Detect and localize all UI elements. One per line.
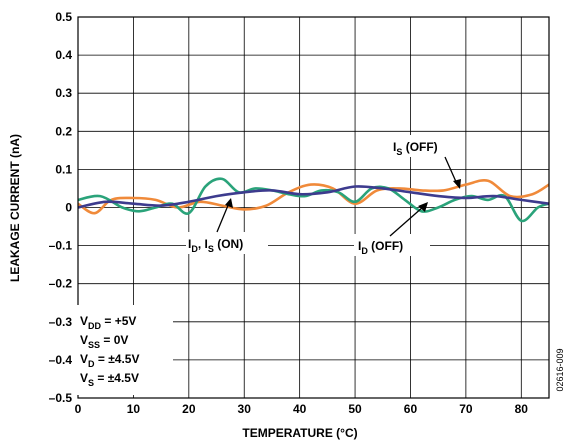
y-tick-label: 0.2 bbox=[55, 124, 72, 138]
y-axis-title: LEAKAGE CURRENT (nA) bbox=[8, 134, 22, 282]
y-tick-labels: 0.5 0.4 0.3 0.2 0.1 0 –0.1 –0.2 –0.3 –0.4 –0.5 bbox=[49, 10, 73, 405]
svg-text:ID (OFF): ID (OFF) bbox=[358, 239, 403, 256]
x-tick-label: 40 bbox=[293, 402, 307, 416]
y-tick-label: 0 bbox=[65, 201, 72, 215]
series-is-off-line bbox=[77, 179, 550, 215]
y-tick-label: –0.4 bbox=[49, 353, 73, 367]
annotation-id-off: ID (OFF) bbox=[354, 202, 430, 256]
svg-text:VDD = +5V: VDD = +5V bbox=[80, 314, 136, 331]
x-axis-title: TEMPERATURE (°C) bbox=[242, 426, 357, 440]
y-tick-label: 0.1 bbox=[55, 162, 72, 176]
plot-frame bbox=[77, 16, 550, 399]
annotation-is-off: IS (OFF) bbox=[388, 135, 461, 189]
y-tick-label: –0.1 bbox=[49, 239, 73, 253]
x-tick-label: 50 bbox=[348, 402, 362, 416]
y-tick-label: –0.2 bbox=[49, 277, 73, 291]
annotation-on: ID, IS (ON) bbox=[186, 198, 268, 254]
x-tick-label: 60 bbox=[404, 402, 418, 416]
x-tick-label: 0 bbox=[75, 402, 82, 416]
test-conditions: VDD = +5V VSS = 0V VD = ±4.5V VS = ±4.5V bbox=[77, 305, 173, 395]
x-tick-label: 70 bbox=[459, 402, 473, 416]
figure-code: 02616-009 bbox=[555, 348, 565, 391]
x-tick-label: 30 bbox=[238, 402, 252, 416]
y-tick-label: –0.5 bbox=[49, 391, 73, 405]
svg-text:ID, IS (ON): ID, IS (ON) bbox=[188, 237, 243, 254]
y-tick-label: –0.3 bbox=[49, 315, 73, 329]
series-on-line bbox=[77, 185, 550, 209]
y-tick-label: 0.5 bbox=[55, 10, 72, 24]
svg-text:VS = ±4.5V: VS = ±4.5V bbox=[80, 371, 139, 388]
svg-text:VD = ±4.5V: VD = ±4.5V bbox=[80, 352, 139, 369]
x-tick-labels: 0 10 20 30 40 50 60 70 80 bbox=[75, 402, 529, 416]
data-series bbox=[77, 177, 550, 223]
svg-text:IS (OFF): IS (OFF) bbox=[393, 140, 438, 157]
y-tick-label: 0.3 bbox=[55, 86, 72, 100]
x-tick-label: 80 bbox=[515, 402, 529, 416]
svg-text:VSS = 0V: VSS = 0V bbox=[80, 333, 128, 350]
y-tick-label: 0.4 bbox=[55, 48, 72, 62]
x-tick-label: 10 bbox=[127, 402, 141, 416]
x-tick-label: 20 bbox=[182, 402, 196, 416]
